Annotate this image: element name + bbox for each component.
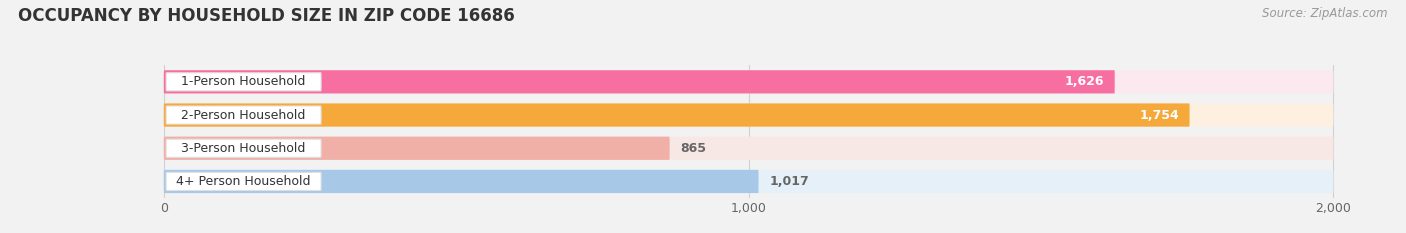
FancyBboxPatch shape bbox=[163, 137, 1333, 160]
Text: OCCUPANCY BY HOUSEHOLD SIZE IN ZIP CODE 16686: OCCUPANCY BY HOUSEHOLD SIZE IN ZIP CODE … bbox=[18, 7, 515, 25]
Text: 3-Person Household: 3-Person Household bbox=[181, 142, 305, 155]
FancyBboxPatch shape bbox=[163, 70, 1333, 93]
Text: 1,626: 1,626 bbox=[1064, 75, 1104, 88]
Text: 2-Person Household: 2-Person Household bbox=[181, 109, 305, 122]
Text: 4+ Person Household: 4+ Person Household bbox=[176, 175, 311, 188]
FancyBboxPatch shape bbox=[166, 139, 321, 157]
FancyBboxPatch shape bbox=[166, 73, 321, 91]
FancyBboxPatch shape bbox=[163, 170, 759, 193]
Text: 1-Person Household: 1-Person Household bbox=[181, 75, 305, 88]
FancyBboxPatch shape bbox=[163, 137, 669, 160]
Text: 1,017: 1,017 bbox=[769, 175, 808, 188]
FancyBboxPatch shape bbox=[166, 106, 321, 124]
FancyBboxPatch shape bbox=[163, 70, 1115, 93]
FancyBboxPatch shape bbox=[163, 103, 1189, 127]
Text: 865: 865 bbox=[681, 142, 706, 155]
FancyBboxPatch shape bbox=[163, 103, 1333, 127]
FancyBboxPatch shape bbox=[166, 172, 321, 191]
Text: Source: ZipAtlas.com: Source: ZipAtlas.com bbox=[1263, 7, 1388, 20]
Text: 1,754: 1,754 bbox=[1139, 109, 1180, 122]
FancyBboxPatch shape bbox=[163, 170, 1333, 193]
